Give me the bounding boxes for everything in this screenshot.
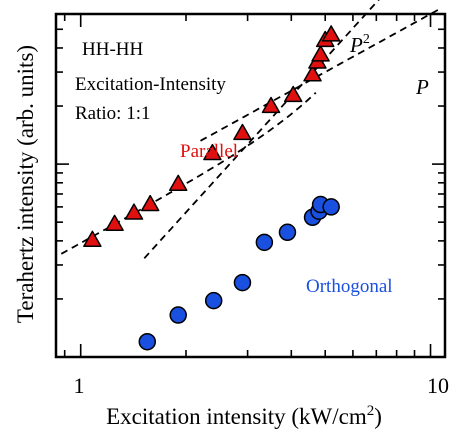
annotation-line-2: Excitation-Intensity — [75, 74, 226, 95]
point-parallel — [321, 25, 341, 42]
fit-lines — [60, 0, 443, 259]
point-parallel — [303, 65, 322, 82]
point-parallel — [168, 174, 188, 191]
x-tick-label-1: 1 — [74, 373, 85, 398]
plot-frame — [54, 12, 447, 359]
series-label-parallel: Parallel — [180, 141, 238, 162]
x-axis-label: Excitation intensity (kW/cm2) — [106, 403, 382, 429]
x-tick-label-10: 10 — [427, 373, 449, 398]
point-parallel — [83, 230, 102, 247]
series-label-orthogonal: Orthogonal — [306, 276, 393, 297]
point-orthogonal — [138, 332, 157, 351]
point-orthogonal — [322, 198, 340, 216]
fit-label-p-squared: P2 — [349, 32, 370, 57]
point-parallel — [203, 143, 222, 161]
point-orthogonal — [255, 233, 274, 252]
fit-line-p — [200, 6, 443, 142]
fit-label-p: P — [415, 75, 429, 99]
y-axis-label: Terahertz intensity (arb. units) — [13, 45, 38, 323]
point-parallel — [124, 203, 144, 220]
annotation-line-1: HH-HH — [82, 39, 143, 60]
data-points — [83, 25, 341, 351]
point-orthogonal — [169, 306, 187, 324]
point-parallel — [311, 45, 330, 62]
fit-line-p-squared — [143, 0, 380, 259]
fit-curve-parallel — [60, 92, 317, 255]
annotation-line-3: Ratio: 1:1 — [75, 103, 150, 124]
point-parallel — [105, 214, 124, 231]
point-orthogonal — [233, 273, 252, 292]
axis-ticks — [56, 13, 445, 358]
point-parallel — [140, 194, 160, 212]
point-orthogonal — [204, 291, 223, 310]
point-orthogonal — [278, 223, 297, 242]
point-parallel — [283, 85, 303, 103]
point-parallel — [261, 96, 281, 114]
point-parallel — [233, 123, 252, 141]
